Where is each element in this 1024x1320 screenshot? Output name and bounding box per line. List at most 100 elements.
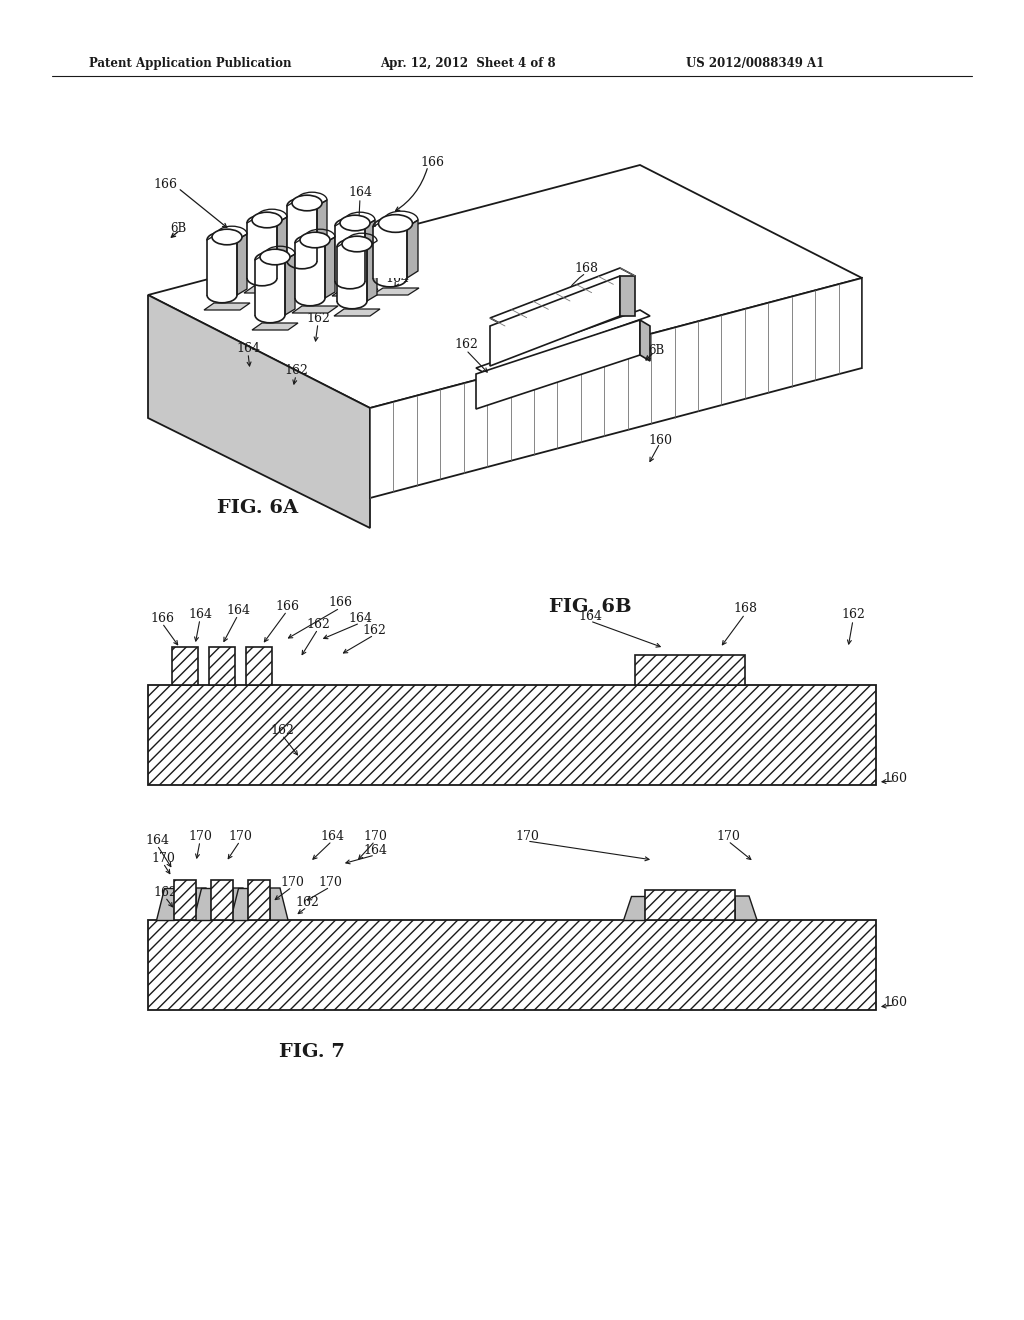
Polygon shape: [244, 286, 290, 293]
Polygon shape: [270, 888, 288, 920]
Polygon shape: [476, 310, 650, 374]
Text: 168: 168: [574, 261, 598, 275]
Ellipse shape: [379, 215, 413, 232]
Polygon shape: [148, 294, 370, 528]
Text: 166: 166: [328, 597, 352, 610]
Polygon shape: [209, 647, 234, 685]
Text: 160: 160: [883, 771, 907, 784]
Text: 160: 160: [883, 995, 907, 1008]
Text: FIG. 6A: FIG. 6A: [217, 499, 299, 517]
Polygon shape: [365, 220, 375, 281]
Ellipse shape: [292, 195, 322, 211]
Polygon shape: [640, 319, 650, 360]
Text: 162: 162: [270, 723, 294, 737]
Text: 162: 162: [841, 609, 865, 622]
Polygon shape: [233, 888, 251, 920]
Polygon shape: [367, 242, 377, 301]
Text: 164: 164: [226, 603, 250, 616]
Text: FIG. 6B: FIG. 6B: [549, 598, 632, 616]
Polygon shape: [174, 880, 196, 920]
Text: 160: 160: [648, 433, 672, 446]
Polygon shape: [635, 655, 745, 685]
Polygon shape: [490, 268, 635, 326]
Polygon shape: [332, 289, 378, 296]
Text: 170: 170: [318, 875, 342, 888]
Polygon shape: [193, 888, 211, 920]
Text: 162: 162: [306, 618, 330, 631]
Polygon shape: [156, 888, 174, 920]
Ellipse shape: [342, 236, 372, 252]
Ellipse shape: [300, 232, 330, 248]
Ellipse shape: [212, 230, 242, 244]
Polygon shape: [623, 896, 645, 920]
Text: 162: 162: [306, 312, 330, 325]
Text: 164: 164: [348, 186, 372, 199]
Text: 164: 164: [362, 843, 387, 857]
Polygon shape: [207, 240, 237, 294]
Polygon shape: [211, 880, 233, 920]
Text: 170: 170: [228, 829, 252, 842]
Text: 170: 170: [188, 829, 212, 842]
Polygon shape: [230, 888, 248, 920]
Text: Patent Application Publication: Patent Application Publication: [89, 57, 291, 70]
Polygon shape: [337, 247, 367, 301]
Text: 170: 170: [152, 851, 175, 865]
Text: 170: 170: [716, 829, 740, 842]
Polygon shape: [278, 216, 287, 279]
Polygon shape: [490, 276, 620, 366]
Text: 162: 162: [378, 242, 402, 255]
Text: 166: 166: [420, 156, 444, 169]
Text: 164: 164: [348, 611, 372, 624]
Text: 164: 164: [145, 833, 169, 846]
Text: Apr. 12, 2012  Sheet 4 of 8: Apr. 12, 2012 Sheet 4 of 8: [380, 57, 556, 70]
Polygon shape: [335, 226, 365, 281]
Text: US 2012/0088349 A1: US 2012/0088349 A1: [686, 57, 824, 70]
Text: 170: 170: [364, 829, 387, 842]
Polygon shape: [372, 288, 419, 294]
Ellipse shape: [252, 213, 282, 228]
Text: 170: 170: [515, 829, 539, 842]
Polygon shape: [325, 238, 335, 298]
Text: 170: 170: [280, 875, 304, 888]
Text: 166: 166: [153, 178, 177, 191]
Polygon shape: [620, 276, 635, 315]
Polygon shape: [252, 323, 298, 330]
Polygon shape: [284, 269, 330, 276]
Polygon shape: [196, 888, 214, 920]
Text: 164: 164: [385, 272, 409, 285]
Polygon shape: [247, 223, 278, 279]
Text: 162: 162: [295, 895, 318, 908]
Text: 162: 162: [454, 338, 478, 351]
Ellipse shape: [340, 215, 370, 231]
Polygon shape: [148, 920, 876, 1010]
Polygon shape: [172, 647, 198, 685]
Text: 6B: 6B: [648, 343, 665, 356]
Ellipse shape: [260, 249, 290, 265]
Text: 168: 168: [733, 602, 757, 615]
Text: 6B: 6B: [170, 222, 186, 235]
Text: 162: 162: [284, 363, 308, 376]
Text: FIG. 7: FIG. 7: [280, 1043, 345, 1061]
Polygon shape: [285, 253, 295, 315]
Polygon shape: [373, 227, 407, 279]
Polygon shape: [317, 201, 327, 261]
Text: 164: 164: [188, 607, 212, 620]
Polygon shape: [204, 304, 250, 310]
Polygon shape: [246, 647, 272, 685]
Polygon shape: [476, 319, 640, 409]
Polygon shape: [237, 234, 247, 294]
Polygon shape: [295, 243, 325, 298]
Text: 162: 162: [362, 623, 386, 636]
Polygon shape: [645, 890, 735, 920]
Polygon shape: [334, 309, 380, 315]
Polygon shape: [407, 220, 418, 279]
Polygon shape: [148, 165, 862, 408]
Text: 164: 164: [578, 610, 602, 623]
Polygon shape: [292, 306, 338, 313]
Polygon shape: [255, 260, 285, 315]
Text: 166: 166: [275, 599, 299, 612]
Polygon shape: [370, 279, 862, 498]
Polygon shape: [735, 896, 757, 920]
Polygon shape: [287, 206, 317, 261]
Polygon shape: [148, 685, 876, 785]
